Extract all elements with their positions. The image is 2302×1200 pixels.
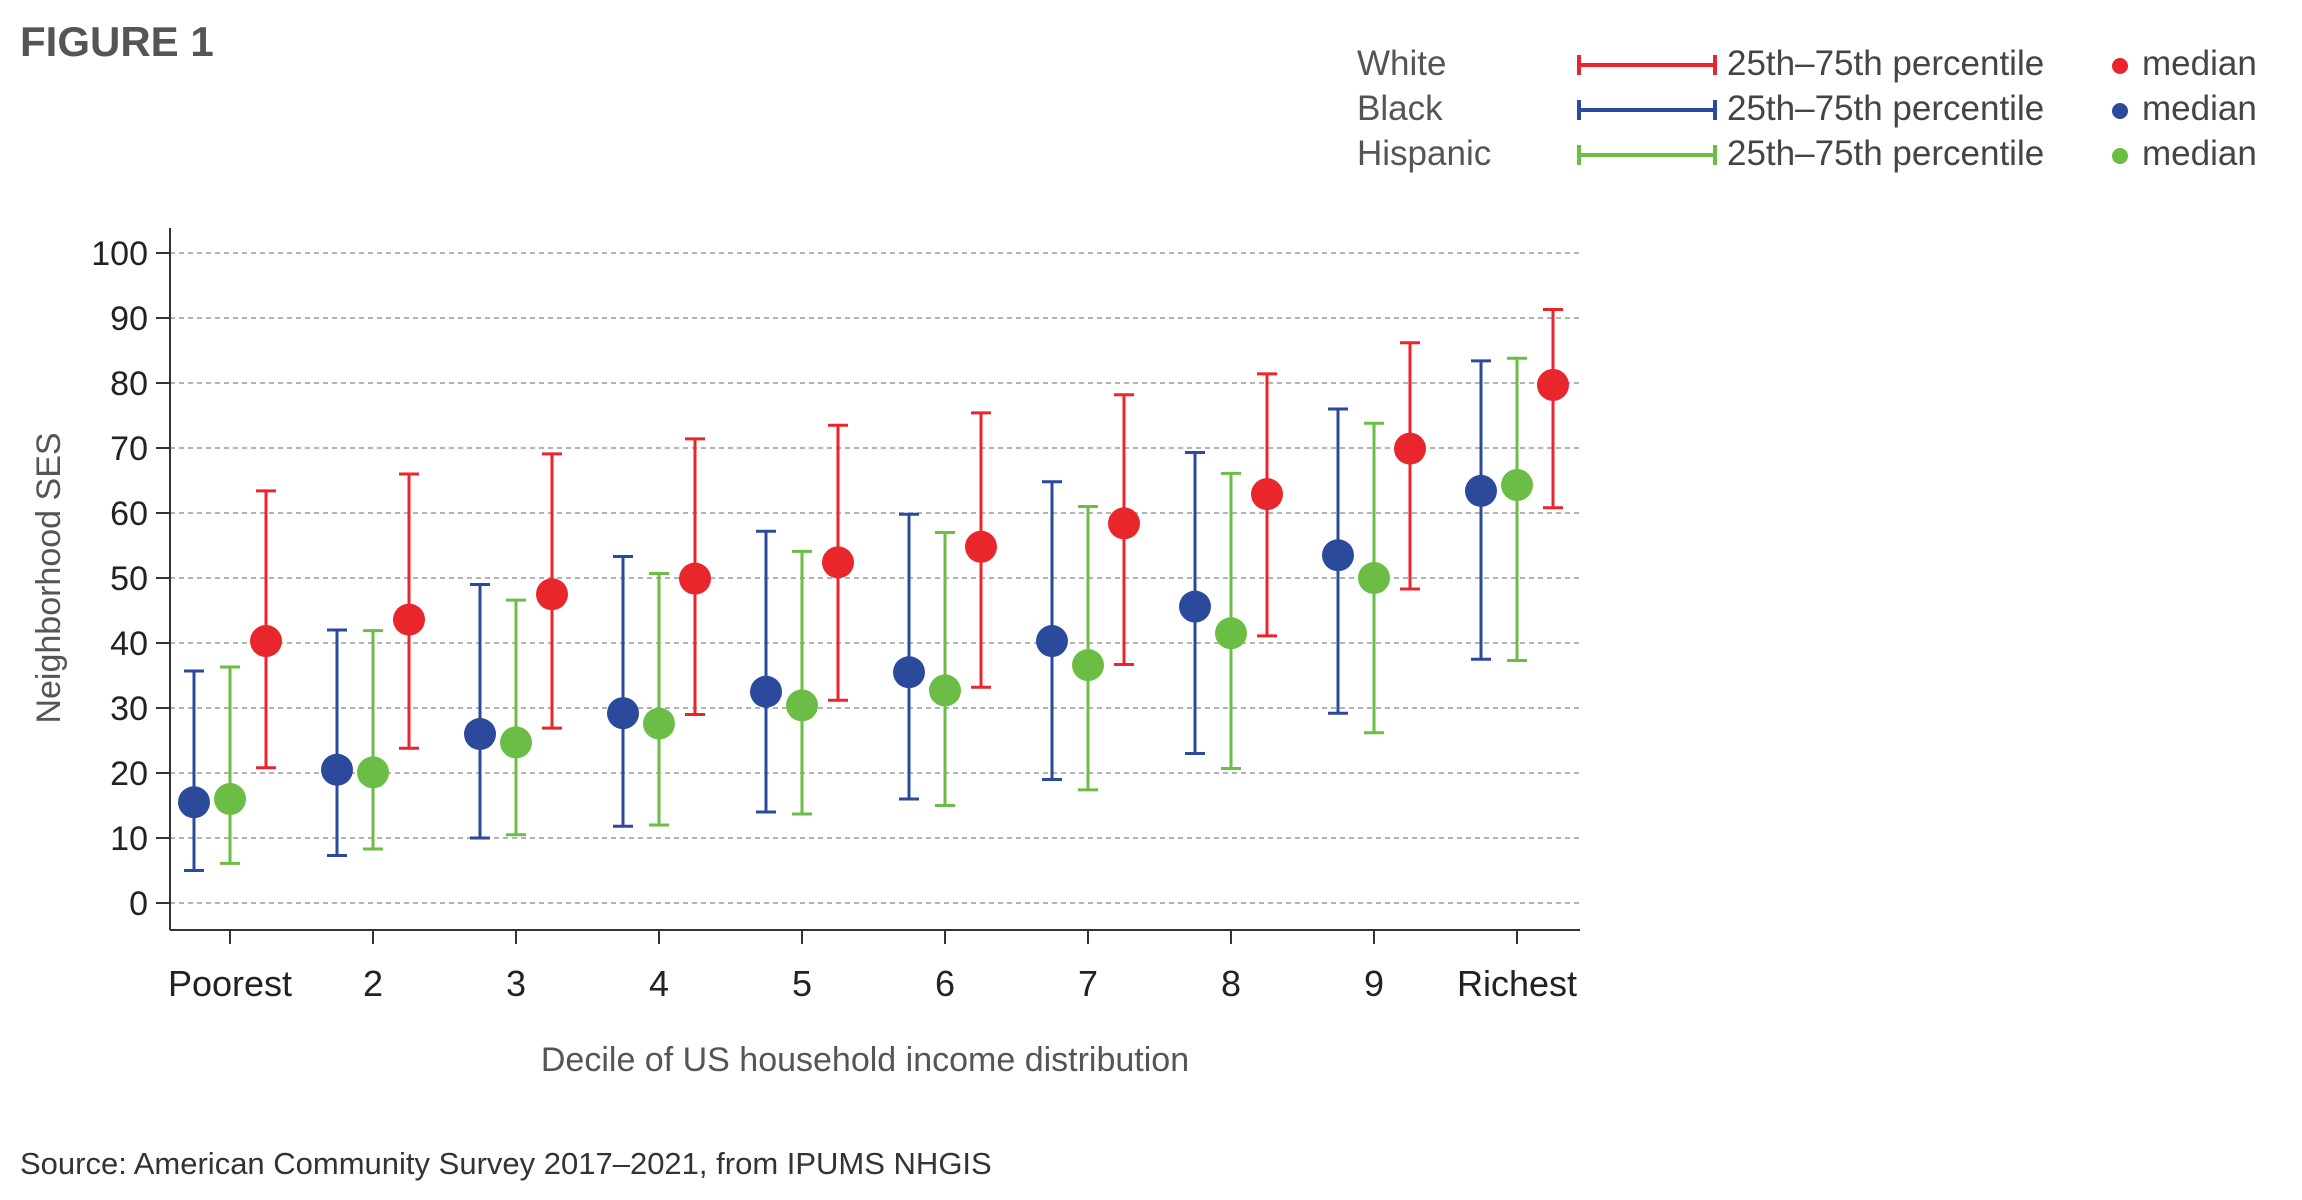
legend-median-dot-hispanic bbox=[2112, 148, 2128, 164]
y-tick-label-20: 20 bbox=[110, 755, 148, 793]
y-tick-label-90: 90 bbox=[110, 300, 148, 338]
median-dot-hispanic-4 bbox=[643, 707, 675, 740]
median-dot-hispanic-8 bbox=[1215, 617, 1247, 650]
legend-group-black: Black bbox=[1357, 89, 1443, 128]
y-tick-label-40: 40 bbox=[110, 625, 148, 663]
median-dot-white-3 bbox=[536, 578, 568, 611]
y-tick-label-50: 50 bbox=[110, 560, 148, 598]
y-tick-label-60: 60 bbox=[110, 495, 148, 533]
median-dot-white-5 bbox=[822, 546, 854, 579]
x-tick-label-4: 4 bbox=[649, 963, 669, 1004]
median-dot-white-4 bbox=[679, 562, 711, 595]
y-tick-label-80: 80 bbox=[110, 365, 148, 403]
legend-range-label-black: 25th–75th percentile bbox=[1727, 89, 2045, 128]
legend-range-label-white: 25th–75th percentile bbox=[1727, 44, 2045, 83]
median-dot-hispanic-5 bbox=[786, 689, 818, 722]
legend-group-white: White bbox=[1357, 44, 1447, 83]
median-dot-white-poorest bbox=[250, 625, 282, 658]
x-tick-label-5: 5 bbox=[792, 963, 812, 1004]
y-tick-label-30: 30 bbox=[110, 690, 148, 728]
x-tick-label-7: 7 bbox=[1078, 963, 1098, 1004]
legend-range-bar-white bbox=[1577, 55, 1717, 75]
median-dot-hispanic-2 bbox=[357, 756, 389, 789]
median-dot-hispanic-6 bbox=[929, 674, 961, 707]
median-dot-black-4 bbox=[607, 697, 639, 730]
median-dot-white-8 bbox=[1251, 478, 1283, 511]
figure-label: FIGURE 1 bbox=[20, 18, 214, 65]
median-dot-white-9 bbox=[1394, 432, 1426, 465]
median-dot-black-3 bbox=[464, 718, 496, 750]
source-note: Source: American Community Survey 2017–2… bbox=[20, 1146, 992, 1181]
legend-median-dot-white bbox=[2112, 58, 2128, 74]
median-dot-hispanic-richest bbox=[1501, 469, 1533, 502]
y-tick-label-70: 70 bbox=[110, 430, 148, 468]
y-tick-label-100: 100 bbox=[91, 235, 148, 273]
median-dot-white-7 bbox=[1108, 507, 1140, 540]
legend-median-label-black: median bbox=[2142, 89, 2257, 128]
x-tick-label-richest: Richest bbox=[1457, 963, 1577, 1004]
median-dot-black-2 bbox=[321, 753, 353, 786]
x-tick-label-6: 6 bbox=[935, 963, 955, 1004]
legend-range-label-hispanic: 25th–75th percentile bbox=[1727, 134, 2045, 173]
median-dot-white-6 bbox=[965, 530, 997, 563]
x-axis-title: Decile of US household income distributi… bbox=[541, 1041, 1189, 1079]
median-dot-black-8 bbox=[1179, 590, 1211, 623]
median-dot-black-9 bbox=[1322, 539, 1354, 572]
legend-median-label-hispanic: median bbox=[2142, 134, 2257, 173]
x-tick-label-8: 8 bbox=[1221, 963, 1241, 1004]
y-axis-title: Neighborhood SES bbox=[30, 432, 68, 723]
median-dot-hispanic-poorest bbox=[214, 783, 246, 815]
legend-group-hispanic: Hispanic bbox=[1357, 134, 1492, 173]
x-tick-label-9: 9 bbox=[1364, 963, 1384, 1004]
y-tick-label-0: 0 bbox=[129, 885, 148, 923]
legend-median-dot-black bbox=[2112, 103, 2128, 119]
median-dot-white-2 bbox=[393, 603, 425, 636]
median-dot-black-richest bbox=[1465, 474, 1497, 507]
median-dot-white-richest bbox=[1537, 368, 1569, 401]
x-tick-label-2: 2 bbox=[363, 963, 383, 1004]
legend-median-label-white: median bbox=[2142, 44, 2257, 83]
median-dot-hispanic-9 bbox=[1358, 562, 1390, 594]
x-tick-label-poorest: Poorest bbox=[168, 963, 292, 1004]
median-dot-hispanic-3 bbox=[500, 726, 532, 759]
legend-range-bar-hispanic bbox=[1577, 145, 1717, 165]
legend-range-bar-black bbox=[1577, 100, 1717, 120]
median-dot-black-poorest bbox=[178, 786, 210, 819]
median-dot-black-7 bbox=[1036, 625, 1068, 658]
y-tick-label-10: 10 bbox=[110, 820, 148, 858]
x-tick-label-3: 3 bbox=[506, 963, 526, 1004]
median-dot-hispanic-7 bbox=[1072, 649, 1104, 682]
median-dot-black-6 bbox=[893, 656, 925, 689]
median-dot-black-5 bbox=[750, 675, 782, 708]
